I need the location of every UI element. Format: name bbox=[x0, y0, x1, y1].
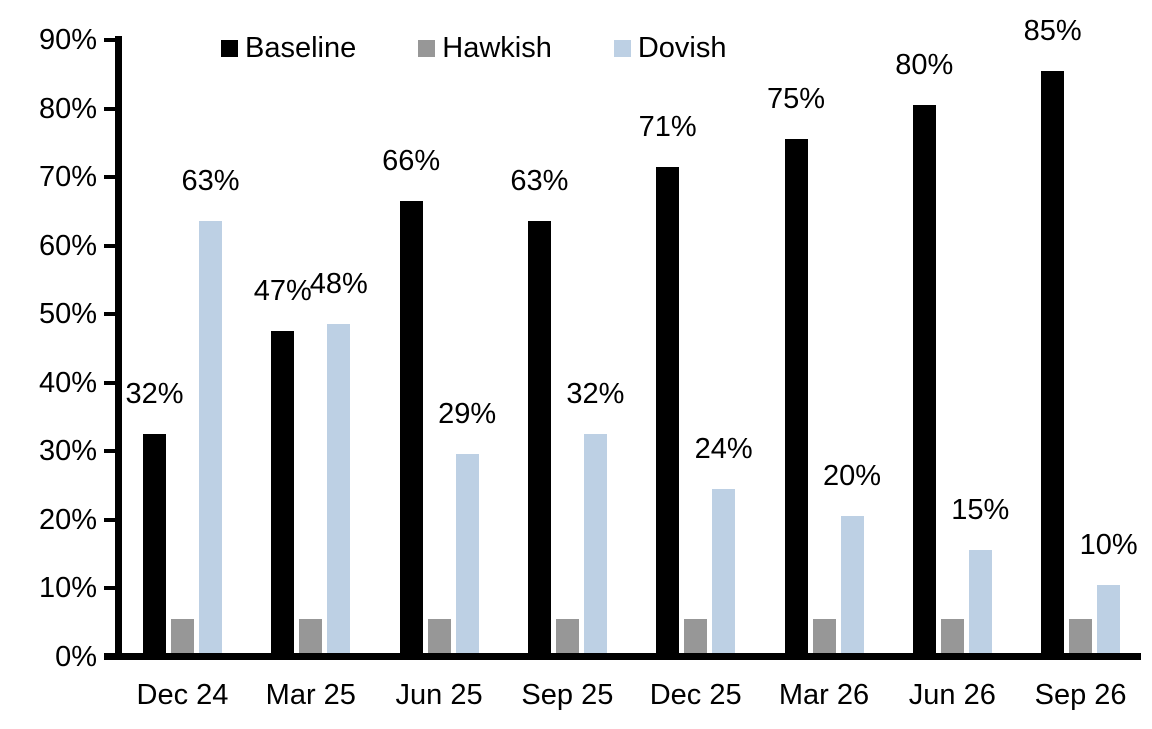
x-axis-category-label: Mar 26 bbox=[778, 679, 870, 711]
y-axis-tick bbox=[104, 380, 122, 385]
bar-dovish-2 bbox=[455, 454, 479, 653]
data-label-dovish-4: 24% bbox=[694, 432, 753, 465]
x-axis-category-label: Dec 25 bbox=[649, 679, 742, 711]
y-axis-tick bbox=[104, 106, 122, 111]
data-label-baseline-5: 75% bbox=[766, 83, 826, 116]
bar-baseline-0 bbox=[143, 433, 166, 653]
x-axis-category-label: Jun 26 bbox=[908, 679, 996, 711]
data-label-dovish-2: 29% bbox=[438, 398, 497, 431]
y-axis-tick bbox=[104, 243, 122, 248]
y-axis-tick bbox=[104, 586, 122, 590]
bar-dovish-4 bbox=[712, 488, 736, 653]
bar-dovish-6 bbox=[968, 550, 992, 653]
y-axis-tick bbox=[104, 449, 122, 453]
bar-baseline-7 bbox=[1041, 70, 1065, 653]
bar-hawkish-5 bbox=[812, 618, 836, 653]
data-label-dovish-0: 63% bbox=[181, 165, 240, 198]
bar-hawkish-3 bbox=[555, 618, 579, 653]
bar-baseline-1 bbox=[271, 331, 295, 653]
y-axis-tick-label: 20% bbox=[38, 503, 97, 536]
y-axis-tick bbox=[104, 654, 122, 659]
data-label-baseline-2: 66% bbox=[382, 144, 441, 177]
bar-hawkish-0 bbox=[171, 618, 194, 653]
legend-item-baseline: Baseline bbox=[221, 30, 356, 66]
bar-hawkish-1 bbox=[299, 618, 323, 653]
chart-legend: Baseline Hawkish Dovish bbox=[221, 30, 727, 66]
data-label-dovish-5: 20% bbox=[822, 460, 882, 492]
y-axis-tick-label: 80% bbox=[38, 92, 97, 125]
legend-swatch-baseline-icon bbox=[221, 39, 238, 57]
x-axis-line bbox=[104, 653, 1141, 660]
bar-dovish-0 bbox=[199, 221, 222, 653]
data-label-baseline-0: 32% bbox=[125, 377, 184, 410]
bar-hawkish-6 bbox=[940, 618, 964, 653]
legend-item-dovish: Dovish bbox=[613, 30, 727, 66]
y-axis-tick-label: 90% bbox=[38, 24, 97, 56]
legend-label-baseline: Baseline bbox=[245, 32, 357, 64]
y-axis-line bbox=[115, 36, 122, 660]
legend-label-dovish: Dovish bbox=[637, 32, 727, 64]
data-label-dovish-7: 10% bbox=[1079, 528, 1138, 561]
y-axis-tick bbox=[104, 38, 122, 42]
x-axis-category-label: Jun 25 bbox=[395, 679, 483, 711]
legend-swatch-hawkish-icon bbox=[418, 39, 436, 57]
y-axis-tick-label: 70% bbox=[38, 161, 97, 193]
data-label-dovish-6: 15% bbox=[951, 494, 1010, 527]
y-axis-tick-label: 60% bbox=[38, 229, 97, 262]
data-label-baseline-6: 80% bbox=[895, 49, 954, 81]
x-axis-category-label: Sep 25 bbox=[521, 679, 614, 711]
y-axis-tick bbox=[104, 175, 122, 179]
legend-swatch-dovish-icon bbox=[613, 39, 631, 57]
bar-dovish-5 bbox=[840, 516, 864, 653]
y-axis-tick-label: 10% bbox=[38, 572, 97, 604]
bar-baseline-5 bbox=[784, 139, 808, 653]
bar-hawkish-4 bbox=[684, 618, 708, 653]
y-axis-tick bbox=[104, 312, 122, 316]
bar-baseline-6 bbox=[912, 105, 936, 653]
y-axis-tick-label: 30% bbox=[38, 435, 97, 467]
y-axis-tick-label: 40% bbox=[38, 366, 97, 399]
data-label-dovish-3: 32% bbox=[566, 377, 625, 410]
bar-baseline-4 bbox=[656, 166, 680, 653]
data-label-baseline-1: 47% bbox=[253, 275, 312, 308]
bar-dovish-7 bbox=[1097, 584, 1121, 653]
y-axis-tick-label: 0% bbox=[55, 640, 97, 673]
data-label-baseline-3: 63% bbox=[510, 165, 569, 198]
bar-hawkish-2 bbox=[427, 618, 451, 653]
data-label-baseline-4: 71% bbox=[638, 110, 697, 143]
bar-hawkish-7 bbox=[1069, 618, 1093, 653]
x-axis-category-label: Sep 26 bbox=[1034, 679, 1127, 711]
data-label-dovish-1: 48% bbox=[309, 268, 368, 301]
x-axis-category-label: Dec 24 bbox=[136, 679, 229, 711]
data-label-baseline-7: 85% bbox=[1023, 14, 1082, 47]
x-axis-category-label: Mar 25 bbox=[265, 679, 356, 711]
legend-item-hawkish: Hawkish bbox=[418, 30, 552, 66]
bar-baseline-2 bbox=[399, 200, 423, 653]
legend-label-hawkish: Hawkish bbox=[442, 32, 552, 64]
bar-baseline-3 bbox=[527, 221, 551, 653]
bar-dovish-3 bbox=[583, 433, 607, 653]
y-axis-tick-label: 50% bbox=[38, 298, 97, 330]
bar-dovish-1 bbox=[327, 324, 351, 653]
y-axis-tick bbox=[104, 517, 122, 522]
